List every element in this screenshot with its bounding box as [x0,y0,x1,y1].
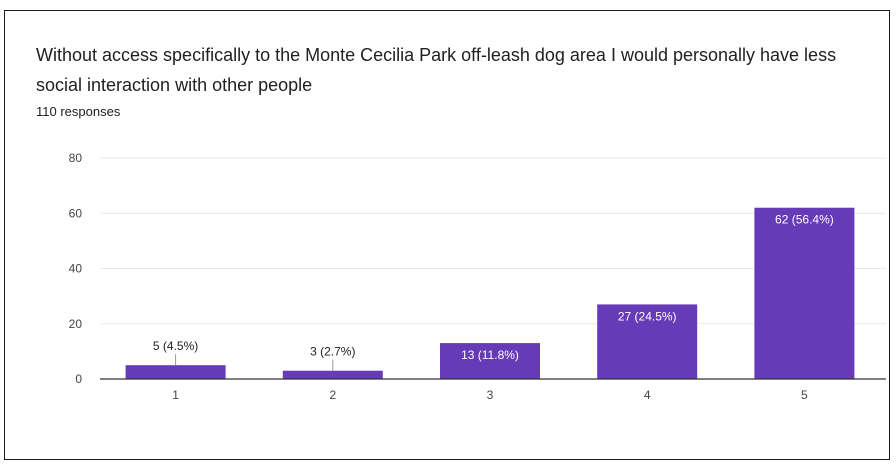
x-tick-label: 3 [487,388,494,402]
bar [440,343,540,379]
y-tick-label: 20 [69,317,83,331]
bar [125,365,226,379]
y-tick-label: 60 [69,206,83,220]
response-count: 110 responses [36,104,121,119]
chart-card [4,10,890,460]
x-tick-label: 1 [172,388,179,402]
bar [754,207,855,379]
x-tick-label: 4 [644,388,651,402]
data-label: 62 (56.4%) [775,213,834,227]
bar [282,370,383,379]
data-label: 3 (2.7%) [310,345,355,359]
chart-title: Without access specifically to the Monte… [36,45,837,95]
x-tick-label: 5 [801,388,808,402]
y-tick-label: 40 [69,262,83,276]
data-label: 13 (11.8%) [461,348,519,362]
y-tick-label: 80 [69,151,83,165]
bar [597,304,698,379]
y-tick-label: 0 [75,372,82,386]
data-label: 27 (24.5%) [618,309,677,323]
x-tick-label: 2 [329,388,336,402]
data-label: 5 (4.5%) [153,339,198,353]
